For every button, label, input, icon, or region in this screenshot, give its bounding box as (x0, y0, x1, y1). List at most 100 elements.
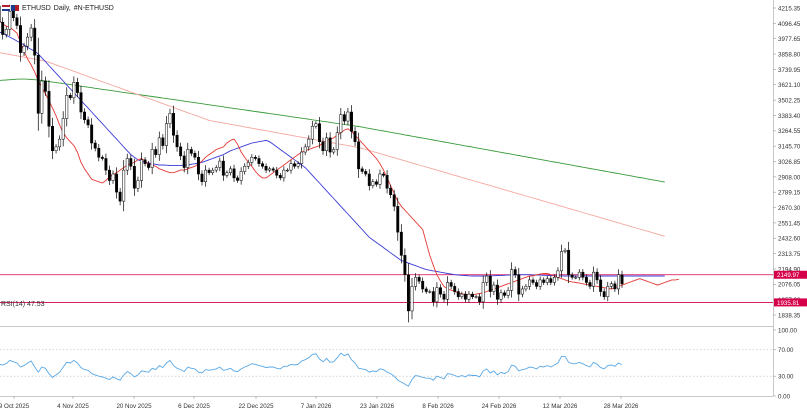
candle (531, 277, 535, 285)
bear-candle-body (51, 125, 54, 152)
price-tag-label: 1935.81 (777, 300, 800, 307)
candle (100, 155, 104, 161)
bear-candle-body (108, 169, 111, 181)
bull-candle-body (616, 274, 620, 290)
bull-candle-body (460, 293, 464, 297)
bull-candle-body (410, 286, 414, 312)
bear-candle-body (421, 280, 425, 290)
candle (36, 37, 40, 131)
price-tags: 2149.97 1935.81 (774, 270, 807, 307)
bear-candle-body (570, 274, 574, 278)
candle (339, 108, 343, 140)
bear-candle-body (232, 168, 236, 179)
bull-candle-body (72, 82, 76, 99)
bull-candle-body (314, 123, 318, 127)
candle (172, 105, 175, 143)
candle (225, 170, 229, 178)
candle (524, 283, 528, 292)
candle (367, 169, 371, 191)
bull-candle-body (26, 36, 30, 47)
candle (346, 107, 350, 126)
bear-candle-body (620, 274, 624, 285)
bear-candle-body (189, 149, 193, 154)
bear-candle-body (115, 173, 119, 193)
candle (442, 291, 446, 303)
candle (79, 85, 83, 119)
price-tick-label: 3739.95 (778, 67, 801, 74)
bear-candle-body (271, 168, 275, 171)
candle (214, 165, 218, 173)
bear-candle-body (357, 141, 361, 170)
candle (293, 161, 296, 169)
bear-candle-body (350, 111, 353, 132)
rsi-tick-label: 30.00 (778, 374, 794, 381)
bear-candle-body (471, 293, 474, 297)
bull-candle-body (545, 278, 549, 283)
rsi-panel[interactable] (0, 349, 773, 397)
moving-averages (0, 20, 679, 296)
bear-candle-body (399, 231, 403, 256)
bull-candle-body (592, 271, 595, 287)
bull-candle-body (22, 45, 26, 53)
candle (431, 287, 435, 307)
bear-candle-body (495, 284, 499, 300)
bear-candle-body (424, 288, 428, 292)
candle (314, 121, 318, 129)
candle (599, 275, 603, 297)
candle (196, 150, 200, 181)
candle (268, 166, 272, 173)
rsi-tick-label: 100.00 (778, 327, 797, 334)
quote-currency-flag-icon (11, 5, 19, 11)
bull-candle-body (65, 94, 69, 119)
candle (86, 116, 90, 129)
candle (257, 155, 261, 167)
bull-candle-body (606, 286, 610, 297)
price-panel[interactable] (0, 0, 774, 396)
bear-candle-body (68, 94, 72, 99)
candle (246, 159, 250, 170)
bear-candle-body (613, 283, 617, 290)
bull-candle-body (289, 163, 293, 171)
bull-candle-body (140, 159, 143, 181)
bull-candle-body (214, 167, 218, 171)
time-tick-label: 7 Jan 2026 (301, 403, 332, 410)
bear-candle-body (15, 17, 19, 26)
candle (250, 154, 254, 166)
candle (296, 161, 300, 169)
candle (563, 248, 567, 254)
rsi-line (0, 352, 623, 387)
candle (33, 19, 37, 65)
candle (186, 142, 190, 175)
bear-candle-body (293, 163, 296, 167)
bear-candle-body (531, 279, 535, 283)
candle (61, 111, 65, 147)
candle (549, 275, 553, 286)
candle (72, 76, 76, 104)
bull-candle-body (296, 163, 300, 167)
bear-candle-body (403, 255, 407, 275)
candle (364, 169, 368, 177)
candle (567, 241, 571, 284)
bull-candle-body (574, 277, 578, 279)
time-tick-label: 22 Dec 2025 (238, 403, 274, 410)
bear-candle-body (264, 166, 268, 171)
bull-candle-body (446, 282, 450, 300)
candle (552, 274, 556, 286)
candle (154, 146, 158, 158)
candle (545, 275, 549, 286)
price-tick-label: 2908.00 (778, 174, 801, 181)
price-tick-label: 4096.45 (778, 21, 801, 28)
candle (556, 267, 560, 281)
candle (189, 146, 193, 157)
candle (239, 167, 243, 185)
bull-candle-body (186, 149, 190, 168)
time-tick-label: 9 Oct 2025 (0, 403, 30, 410)
bear-candle-body (200, 173, 204, 183)
bear-candle-body (567, 249, 571, 275)
bear-candle-body (463, 293, 467, 300)
candle (506, 287, 510, 299)
bear-candle-body (253, 156, 257, 159)
candle (592, 266, 595, 292)
bull-candle-body (285, 169, 289, 172)
